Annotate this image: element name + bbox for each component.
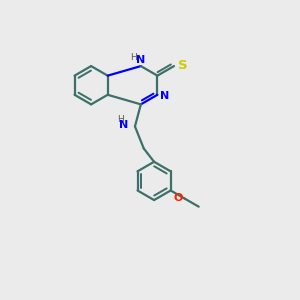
Text: N: N	[119, 120, 128, 130]
Text: N: N	[136, 55, 146, 65]
Text: H: H	[117, 116, 124, 124]
Text: S: S	[178, 59, 187, 72]
Text: O: O	[174, 193, 183, 203]
Text: H: H	[130, 53, 137, 62]
Text: N: N	[160, 91, 169, 101]
